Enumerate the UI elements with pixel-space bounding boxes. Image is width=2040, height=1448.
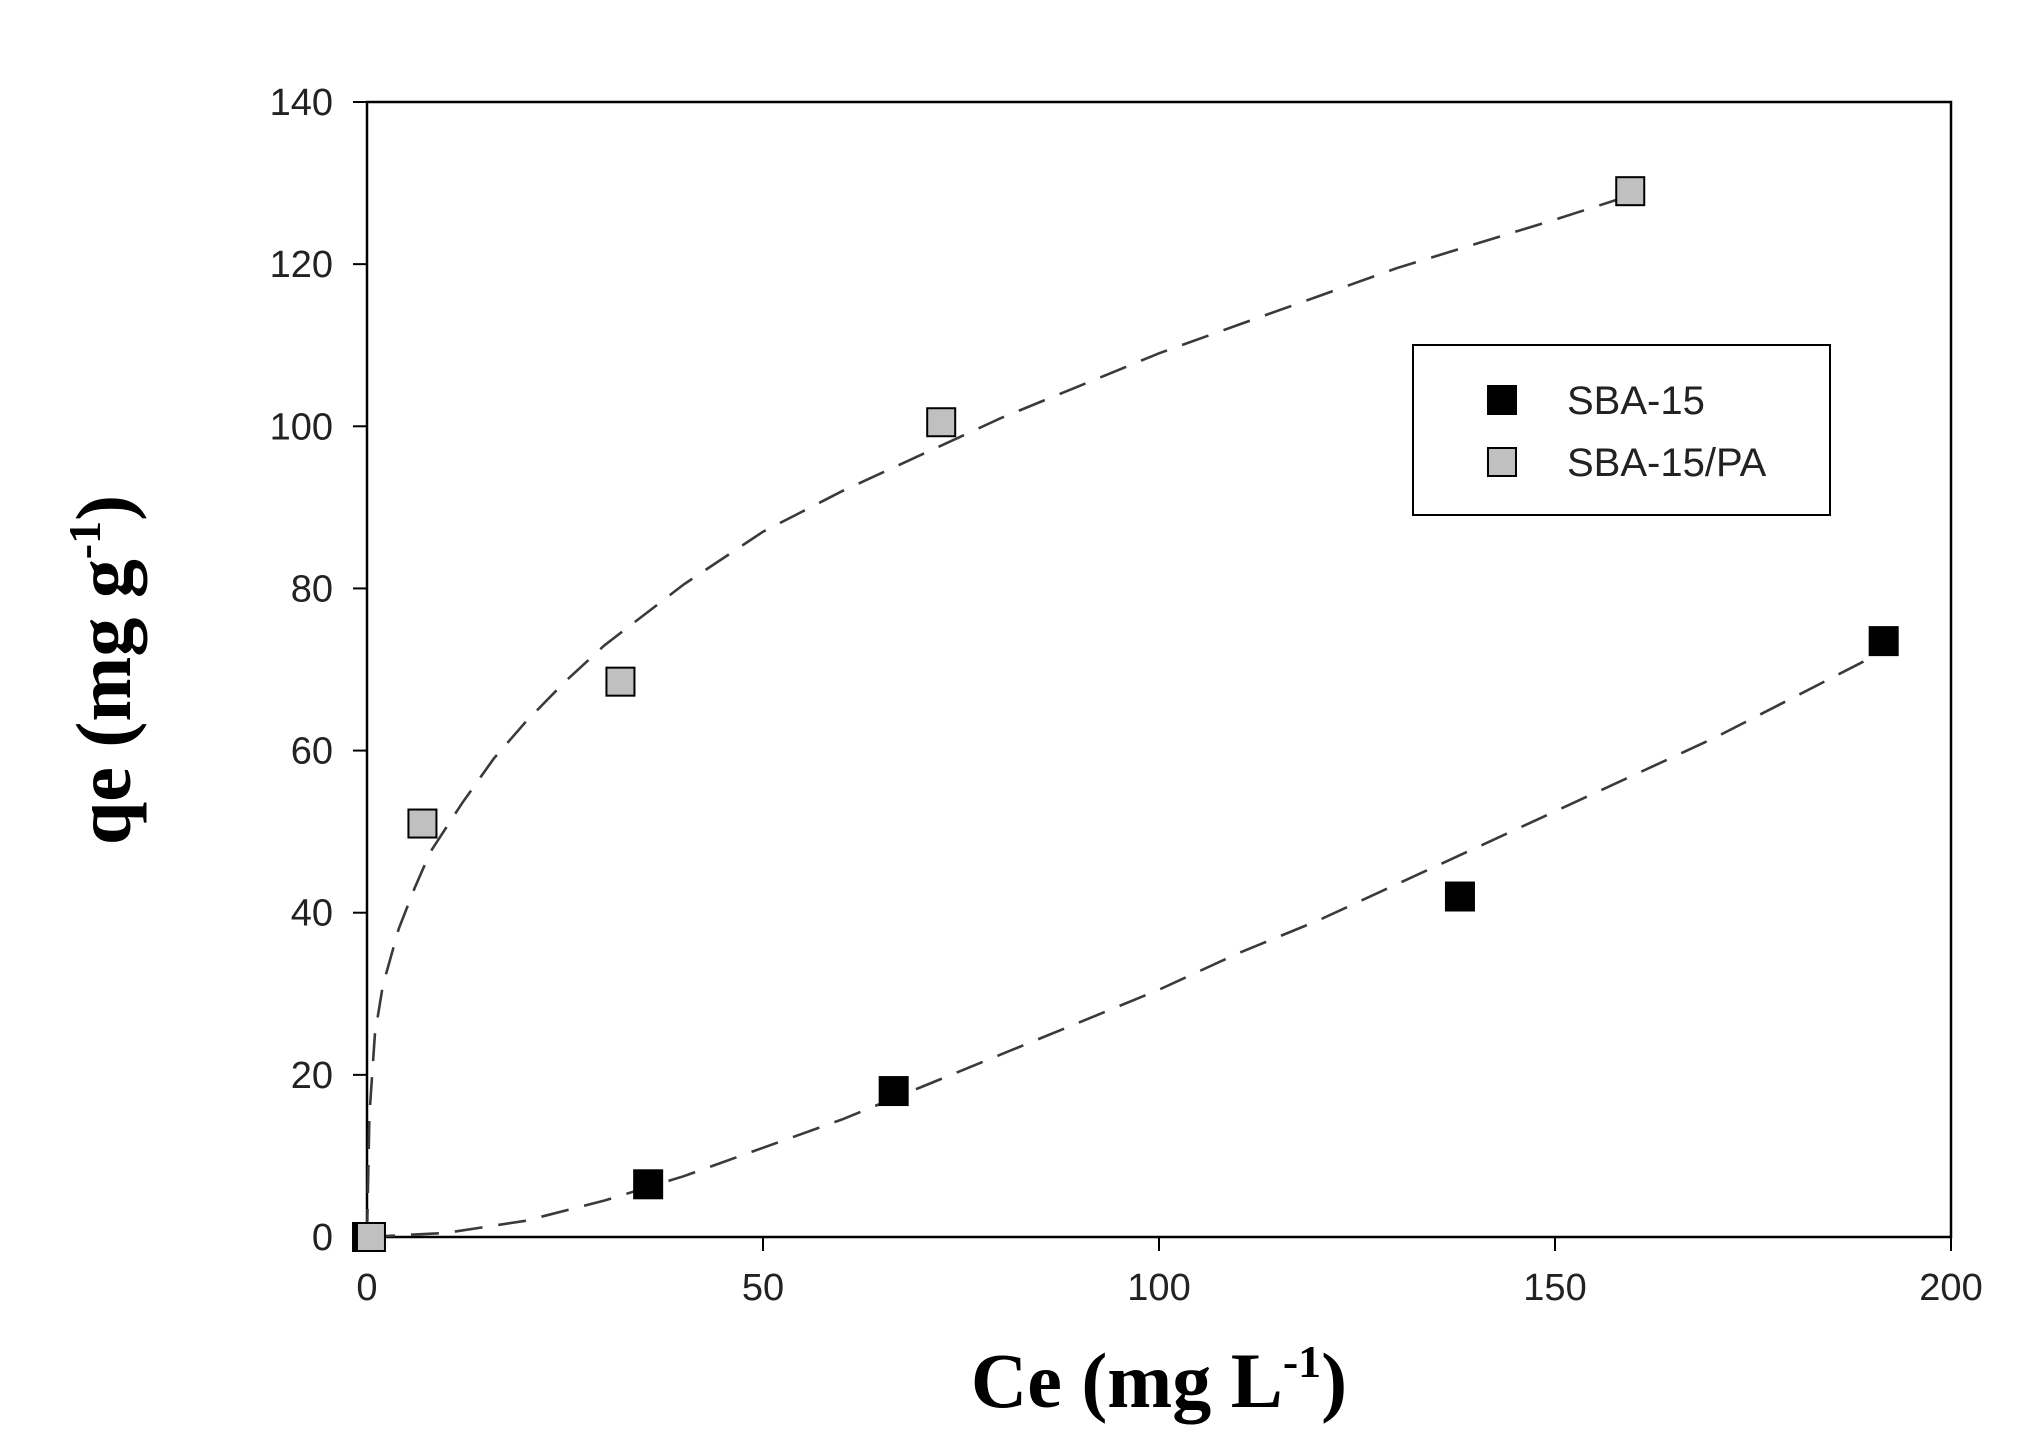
x-tick-label: 200	[1919, 1267, 1982, 1309]
data-point-series-1	[926, 407, 957, 438]
data-point-series-0	[633, 1169, 664, 1200]
fit-curves	[365, 198, 1873, 1239]
data-point-series-0	[878, 1076, 909, 1107]
data-point-series-1	[605, 666, 636, 697]
y-tick-label: 40	[291, 893, 333, 935]
fit-curve-series-0	[366, 656, 1873, 1239]
y-tick-label: 100	[270, 406, 333, 448]
legend-label-sba15: SBA-15	[1567, 379, 1705, 423]
x-tick-label: 50	[742, 1267, 784, 1309]
legend-label-sba15-pa: SBA-15/PA	[1567, 441, 1767, 485]
y-axis-ticks: 0 20 40 60 80 100 120 140	[270, 82, 367, 1259]
fit-curve-series-1	[365, 198, 1619, 1238]
data-markers	[352, 176, 1899, 1252]
x-tick-label: 100	[1127, 1267, 1190, 1309]
data-point-series-1	[407, 808, 438, 839]
data-point-series-0	[1444, 881, 1475, 912]
x-axis-ticks: 0 50 100 150 200	[356, 1237, 1983, 1309]
legend-box	[1412, 344, 1831, 516]
x-tick-label: 150	[1523, 1267, 1586, 1309]
y-tick-label: 120	[270, 244, 333, 286]
y-axis-title: qe (mg g-1)	[59, 495, 147, 845]
x-axis-title: Ce (mg L-1)	[971, 1336, 1347, 1424]
data-point-series-1	[355, 1222, 386, 1252]
plot-frame	[365, 100, 1953, 1239]
legend-marker-sba15	[1487, 385, 1517, 415]
x-tick-label: 0	[356, 1267, 377, 1309]
legend-marker-sba15-pa	[1487, 447, 1517, 477]
y-tick-label: 60	[291, 731, 333, 773]
y-tick-label: 140	[270, 82, 333, 124]
legend: SBA-15 SBA-15/PA	[1412, 344, 1831, 516]
y-tick-label: 80	[291, 568, 333, 610]
data-point-series-0	[1868, 626, 1899, 657]
data-point-series-1	[1615, 176, 1646, 207]
y-tick-label: 20	[291, 1055, 333, 1097]
y-tick-label: 0	[312, 1217, 333, 1259]
